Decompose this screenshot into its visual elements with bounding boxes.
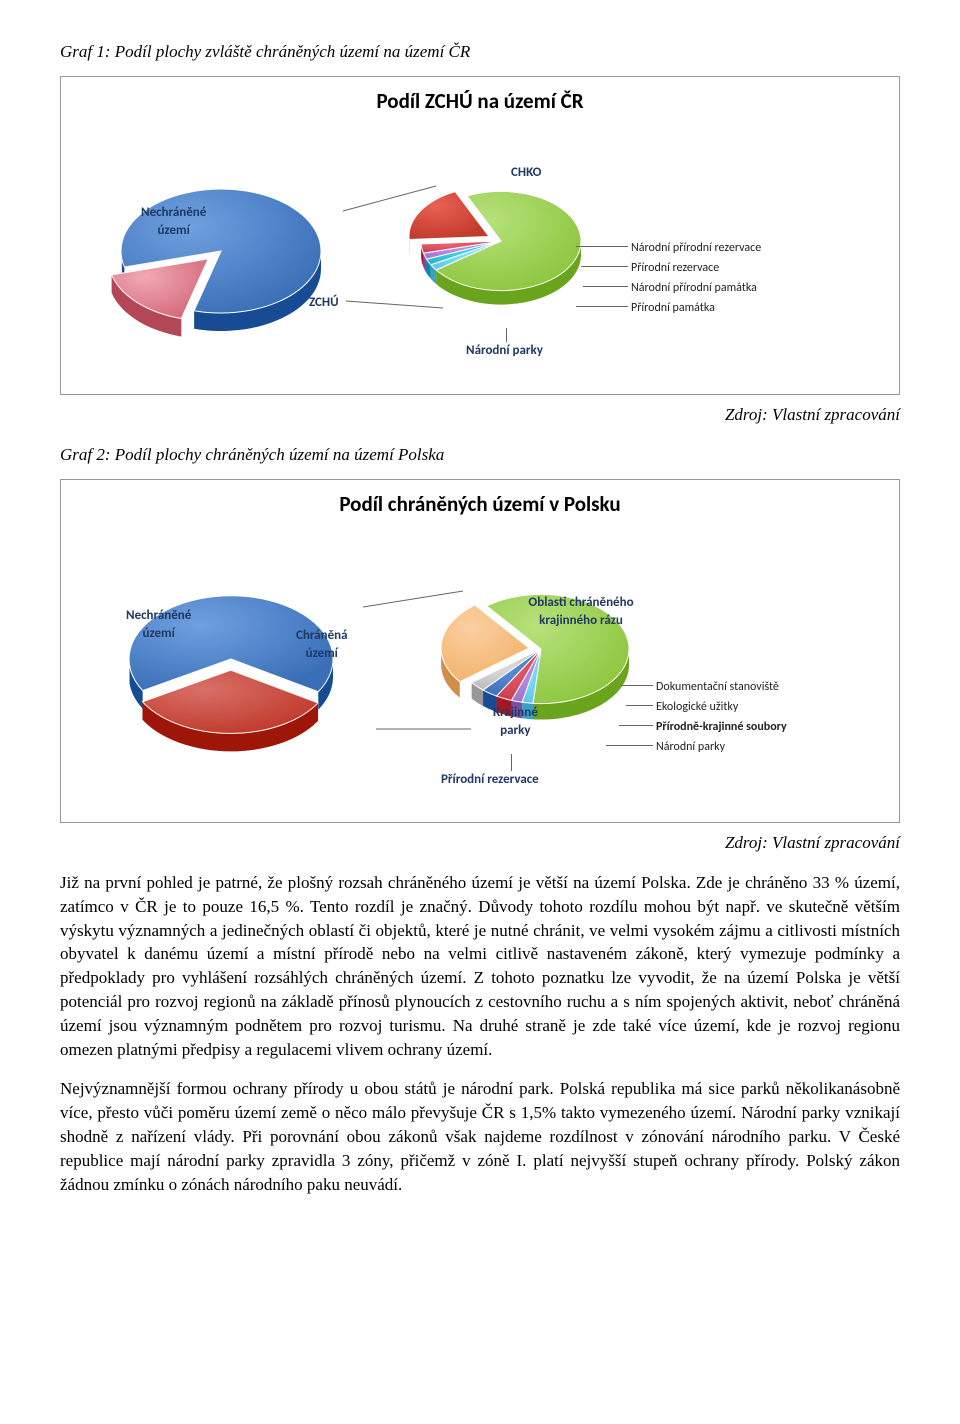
label-chko: CHKO bbox=[511, 164, 541, 182]
label-nechranene-1: Nechráněnéúzemí bbox=[141, 204, 206, 240]
leader-2d bbox=[606, 745, 653, 746]
legend-npr: Národní přírodní rezervace bbox=[631, 240, 761, 257]
label-pr-bottom: Přírodní rezervace bbox=[441, 771, 539, 789]
chart-1-box: Podíl ZCHÚ na území ČR Nechráněnéúzemí Z… bbox=[60, 76, 900, 395]
legend-npp: Národní přírodní památka bbox=[631, 280, 757, 297]
leader-2c bbox=[619, 725, 653, 726]
legend-pr: Přírodní rezervace bbox=[631, 260, 719, 277]
paragraph-2: Nejvýznamnější formou ochrany přírody u … bbox=[60, 1077, 900, 1196]
label-zchu: ZCHÚ bbox=[309, 294, 339, 312]
source-2: Zdroj: Vlastní zpracování bbox=[60, 831, 900, 855]
legend-pp: Přírodní památka bbox=[631, 300, 715, 317]
paragraph-1: Již na první pohled je patrné, že plošný… bbox=[60, 871, 900, 1061]
source-1: Zdroj: Vlastní zpracování bbox=[60, 403, 900, 427]
leader-2e bbox=[511, 754, 512, 771]
legend2-c: Přírodně-krajinné soubory bbox=[656, 719, 787, 736]
chart-1-title: Podíl ZCHÚ na území ČR bbox=[71, 87, 889, 116]
chart-1-area: Nechráněnéúzemí ZCHÚ CHKO Národní parky … bbox=[71, 126, 889, 376]
legend2-a: Dokumentační stanoviště bbox=[656, 679, 779, 696]
chart-2-box: Podíl chráněných území v Polsku Nechráně… bbox=[60, 479, 900, 823]
legend2-b: Ekologické užitky bbox=[656, 699, 738, 716]
chart-2-title: Podíl chráněných území v Polsku bbox=[71, 490, 889, 519]
leader-1e bbox=[506, 328, 507, 342]
leader-1d bbox=[576, 306, 628, 307]
chart-2-area: Nechráněnéúzemí Chráněnáúzemí Oblasti ch… bbox=[71, 529, 889, 804]
label-nechranene-2: Nechráněnéúzemí bbox=[126, 607, 191, 643]
label-narodni-parky-1: Národní parky bbox=[466, 342, 543, 360]
legend2-d: Národní parky bbox=[656, 739, 725, 756]
leader-1a bbox=[576, 246, 628, 247]
leader-2b bbox=[626, 705, 653, 706]
caption-graf-1: Graf 1: Podíl plochy zvláště chráněných … bbox=[60, 40, 900, 64]
leader-2a bbox=[621, 685, 653, 686]
label-okr: Oblasti chráněného krajinného rázu bbox=[511, 594, 651, 630]
label-krajinne: Krajinnéparky bbox=[493, 704, 538, 740]
chart-1-svg bbox=[71, 126, 891, 376]
leader-1b bbox=[581, 266, 628, 267]
label-chranena: Chráněnáúzemí bbox=[296, 627, 348, 663]
caption-graf-2: Graf 2: Podíl plochy chráněných území na… bbox=[60, 443, 900, 467]
chart-2-svg bbox=[71, 529, 891, 804]
leader-1c bbox=[583, 286, 628, 287]
